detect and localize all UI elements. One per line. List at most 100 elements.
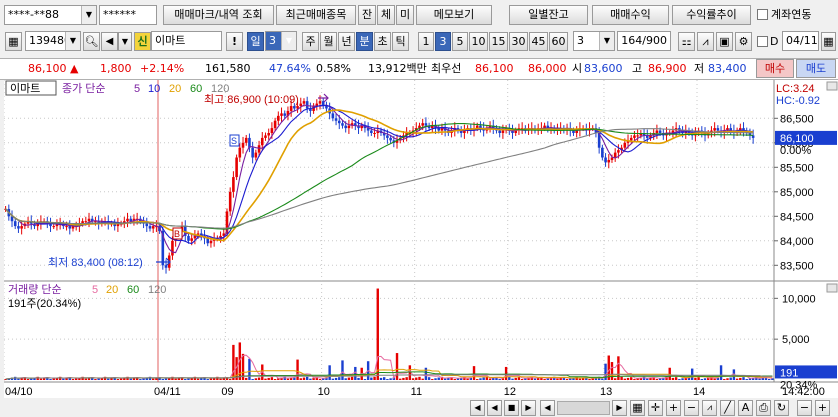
dropdown-icon[interactable]: ▼ (118, 32, 132, 51)
buy-button[interactable]: 매수 (756, 59, 794, 78)
zoom-out-icon[interactable]: − (684, 400, 699, 416)
plus-icon[interactable]: + (815, 400, 830, 416)
trade-amount: 13,912백만 (368, 62, 427, 75)
recent-trades-button[interactable]: 최근매매종목 (276, 5, 356, 25)
stock-chart[interactable]: 83,50084,00084,50085,00085,50086,00086,5… (4, 80, 838, 398)
save-icon[interactable]: ▣ (716, 32, 733, 51)
stock-name-input[interactable]: 이마트 (151, 31, 222, 51)
interval-tab[interactable]: 60 (549, 32, 568, 51)
scroll-right-icon[interactable]: ▶ (612, 400, 627, 416)
grid-icon[interactable]: ▦ (5, 32, 22, 51)
account-select[interactable]: ****-**88 ▼ (4, 5, 97, 25)
volume-bar (427, 377, 431, 380)
interval-tab[interactable]: 45 (529, 32, 548, 51)
chevron-down-icon[interactable]: ▼ (599, 32, 614, 50)
candle-body (222, 233, 226, 236)
interval-tab[interactable]: 30 (509, 32, 528, 51)
indicator-icon[interactable]: ⩘ (697, 32, 714, 51)
speaker-icon[interactable]: ◀ (101, 32, 118, 51)
interval-tab[interactable]: 10 (469, 32, 488, 51)
trade-mark-button[interactable]: 매매마크/내역 조회 (163, 5, 274, 25)
crosshair-icon[interactable]: ✛ (648, 400, 663, 416)
alert-icon[interactable]: ! (226, 32, 243, 51)
minus-icon[interactable]: − (797, 400, 812, 416)
period-tab[interactable]: 분 (356, 32, 373, 51)
date-checkbox[interactable] (757, 36, 768, 47)
candle-body (395, 140, 399, 143)
volume-bar (581, 377, 585, 380)
volume-bar (103, 376, 107, 380)
sell-button[interactable]: 매도 (796, 59, 836, 78)
chevron-down-icon[interactable]: ▼ (65, 32, 80, 50)
stop-icon[interactable]: ■ (504, 400, 519, 416)
interval-tab[interactable]: 15 (489, 32, 508, 51)
volume-bar (206, 379, 209, 381)
period-tab[interactable]: 월 (320, 32, 337, 51)
volume-bar (636, 378, 639, 380)
executed-button[interactable]: 체 (377, 5, 395, 25)
interval-tab[interactable]: 3 (435, 32, 451, 51)
candle-body (90, 218, 94, 222)
candle-body (151, 226, 155, 229)
search-icon[interactable]: 🔍︎ (83, 32, 100, 51)
current-volume-badge (775, 365, 837, 379)
candle-body (302, 101, 306, 104)
chevron-down-icon[interactable]: ▼ (281, 32, 296, 50)
candle-body (629, 137, 633, 141)
account-link-checkbox[interactable] (757, 9, 768, 20)
scroll-left-icon[interactable]: ◀ (540, 400, 555, 416)
daily-balance-button[interactable]: 일별잔고 (509, 5, 588, 25)
period-tab[interactable]: 년 (338, 32, 355, 51)
candle-type-icon[interactable]: ⚏ (678, 32, 695, 51)
candle-body (713, 128, 716, 131)
memo-button[interactable]: 메모보기 (416, 5, 492, 25)
chevron-down-icon[interactable]: ▼ (81, 6, 96, 24)
trade-profit-button[interactable]: 매매수익 (592, 5, 669, 25)
volume-bar (267, 377, 270, 380)
candle-body (742, 128, 745, 131)
password-field[interactable]: ****** (99, 5, 157, 25)
date-field[interactable]: 04/11 (782, 31, 819, 51)
play-back-icon[interactable]: ◀ (487, 400, 502, 416)
print-icon[interactable]: ⎙ (756, 400, 771, 416)
text-tool-icon[interactable]: A (738, 400, 753, 416)
candle-body (373, 133, 376, 134)
period-tab[interactable]: 틱 (392, 32, 409, 51)
interval-tab[interactable]: 5 (452, 32, 468, 51)
volume-bar (411, 378, 415, 380)
table-icon[interactable]: ▦ (630, 400, 645, 416)
volume-bar (572, 377, 575, 380)
period-count-select[interactable]: 3 ▼ (265, 31, 297, 51)
indicator-add-icon[interactable]: ⩘ (702, 400, 717, 416)
count-select[interactable]: 3 ▼ (573, 31, 615, 51)
period-day-tab[interactable]: 일 (247, 32, 264, 51)
period-tab[interactable]: 초 (374, 32, 391, 51)
unexecuted-button[interactable]: 미 (396, 5, 414, 25)
scrollbar-track[interactable] (557, 401, 610, 415)
profit-trend-button[interactable]: 수익률추이 (672, 5, 751, 25)
play-icon[interactable]: ▶ (521, 400, 536, 416)
first-icon[interactable]: ◀ (470, 400, 485, 416)
credit-icon[interactable]: 신 (134, 32, 151, 51)
draw-line-icon[interactable]: ╱ (720, 400, 735, 416)
volume-bar (771, 378, 774, 380)
settings-icon[interactable]: ⚙ (735, 32, 752, 51)
zoom-in-icon[interactable]: + (666, 400, 681, 416)
bar-count-field[interactable]: 164/900 (617, 31, 671, 51)
volume-bar (630, 377, 633, 380)
interval-tab[interactable]: 1 (418, 32, 434, 51)
volume-bar (658, 378, 662, 380)
period-tab[interactable]: 주 (302, 32, 319, 51)
volume-bar (296, 359, 299, 380)
buy-marker-box (172, 227, 183, 240)
candle-body (514, 130, 518, 133)
volume-bar (463, 376, 466, 380)
balance-button[interactable]: 잔 (358, 5, 376, 25)
candle-body (315, 103, 319, 107)
candle-body (418, 125, 421, 129)
candle-body (52, 226, 56, 228)
candle-body (354, 123, 357, 126)
calendar-icon[interactable]: ▦ (821, 32, 836, 51)
stock-code-input[interactable]: 139480 ▼ (25, 31, 81, 51)
refresh-icon[interactable]: ↻ (774, 400, 789, 416)
